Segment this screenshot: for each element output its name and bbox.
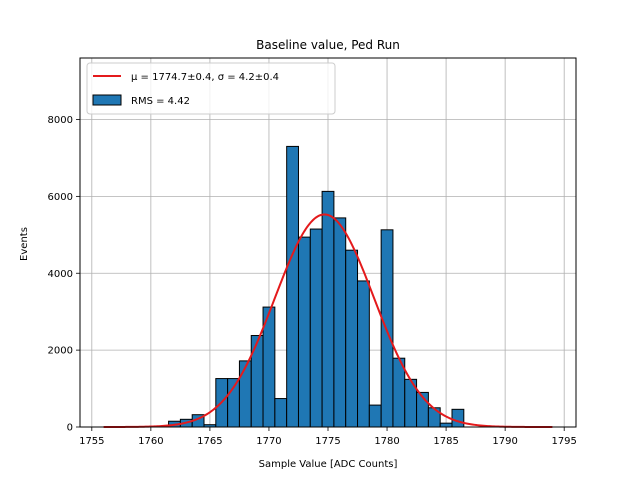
y-axis-label: Events bbox=[19, 227, 30, 261]
y-tick-label-0: 0 bbox=[67, 423, 73, 434]
histogram-bar-18 bbox=[380, 229, 394, 428]
histogram-bar-13 bbox=[321, 190, 335, 428]
x-tick-label-2: 1765 bbox=[197, 436, 222, 447]
histogram-bar-16 bbox=[357, 280, 370, 428]
histogram-bar-23 bbox=[439, 422, 453, 428]
x-tick-label-8: 1795 bbox=[551, 436, 576, 447]
y-axis-ticks: 0 2000 4000 6000 8000 bbox=[48, 115, 80, 434]
legend-rms-label: RMS = 4.42 bbox=[131, 96, 190, 107]
y-tick-label-1: 2000 bbox=[48, 346, 73, 357]
x-tick-label-3: 1770 bbox=[256, 436, 281, 447]
x-tick-label-0: 1755 bbox=[79, 436, 104, 447]
histogram-bar-9 bbox=[274, 398, 288, 428]
x-axis-label: Sample Value [ADC Counts] bbox=[259, 459, 398, 470]
x-tick-label-7: 1790 bbox=[492, 436, 517, 447]
x-axis-ticks: 1755 1760 1765 1770 1775 1780 1785 1790 1795 bbox=[79, 427, 577, 447]
legend-rms-swatch bbox=[92, 94, 122, 106]
histogram-bar-11 bbox=[297, 236, 311, 428]
chart-title: Baseline value, Ped Run bbox=[256, 38, 400, 52]
x-tick-label-6: 1785 bbox=[433, 436, 458, 447]
histogram-bar-17 bbox=[368, 404, 382, 428]
y-tick-label-3: 6000 bbox=[48, 192, 73, 203]
x-tick-label-4: 1775 bbox=[315, 436, 340, 447]
histogram-bars bbox=[168, 145, 465, 428]
histogram-bar-10 bbox=[286, 145, 299, 428]
gaussian-fit-line bbox=[103, 213, 553, 428]
legend-fit-label: μ = 1774.7±0.4, σ = 4.2±0.4 bbox=[131, 72, 279, 83]
y-tick-label-2: 4000 bbox=[48, 269, 73, 280]
histogram-bar-24 bbox=[451, 408, 465, 428]
histogram-bar-15 bbox=[345, 249, 359, 428]
histogram-bar-14 bbox=[333, 217, 347, 428]
y-tick-label-4: 8000 bbox=[48, 115, 73, 126]
histogram-bar-12 bbox=[309, 228, 323, 428]
legend: μ = 1774.7±0.4, σ = 4.2±0.4 RMS = 4.42 bbox=[86, 62, 336, 115]
x-tick-label-1: 1760 bbox=[138, 436, 163, 447]
histogram-bar-19 bbox=[392, 357, 406, 428]
histogram-bar-7 bbox=[250, 335, 264, 428]
histogram-bar-6 bbox=[238, 360, 252, 428]
x-tick-label-5: 1780 bbox=[374, 436, 399, 447]
legend-box bbox=[86, 62, 336, 115]
